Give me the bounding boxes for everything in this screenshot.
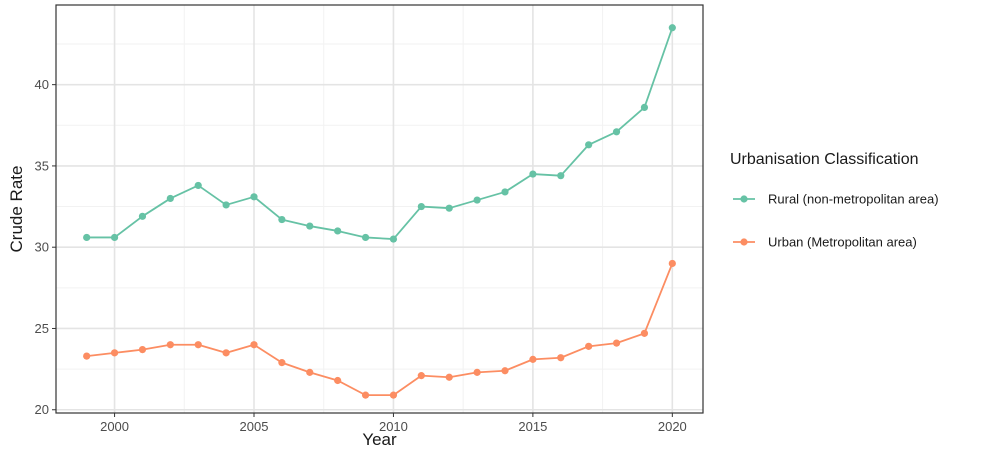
data-point-rural — [529, 170, 537, 178]
data-point-urban — [138, 346, 147, 354]
data-point-urban — [83, 352, 91, 360]
data-point-rural — [361, 233, 370, 242]
data-point-urban — [557, 354, 565, 362]
x-axis-title: Year — [362, 430, 397, 449]
data-point-urban — [445, 373, 453, 381]
series-line-rural — [86, 27, 674, 240]
data-point-rural — [138, 212, 147, 220]
series-line-urban — [86, 263, 674, 397]
series-layer — [83, 24, 676, 399]
data-point-rural — [334, 227, 342, 235]
plot-border — [55, 4, 704, 414]
data-point-urban — [222, 349, 230, 357]
legend: Urbanisation Classification Rural (non-m… — [730, 151, 939, 250]
data-point-urban — [334, 376, 342, 385]
x-tick-label: 2015 — [518, 419, 547, 434]
data-point-rural — [473, 196, 481, 204]
data-point-rural — [445, 204, 453, 212]
x-tick-label: 2020 — [658, 419, 687, 434]
data-point-rural — [110, 233, 119, 242]
data-point-rural — [640, 103, 649, 112]
data-point-urban — [668, 259, 676, 268]
y-tick-label: 30 — [35, 240, 49, 255]
legend-title: Urbanisation Classification — [730, 151, 919, 168]
data-point-urban — [166, 341, 174, 349]
data-point-rural — [194, 181, 202, 190]
x-tick-label: 2005 — [240, 419, 269, 434]
data-point-urban — [529, 355, 537, 363]
y-tick-label: 40 — [35, 77, 49, 92]
data-point-rural — [222, 201, 230, 209]
data-point-rural — [389, 235, 398, 243]
data-point-rural — [250, 193, 258, 201]
legend-key-point-rural — [740, 195, 748, 203]
x-tick-label: 2010 — [379, 419, 408, 434]
legend-label-rural: Rural (non-metropolitan area) — [768, 192, 939, 207]
data-point-urban — [417, 372, 425, 380]
data-point-urban — [389, 391, 398, 399]
data-point-urban — [250, 341, 258, 349]
legend-key-point-urban — [740, 238, 748, 246]
data-point-rural — [83, 233, 91, 242]
data-point-urban — [473, 368, 481, 376]
data-point-rural — [306, 222, 314, 230]
data-point-urban — [194, 341, 202, 349]
data-point-urban — [278, 359, 286, 367]
data-point-rural — [668, 24, 676, 32]
data-point-rural — [557, 172, 565, 180]
data-point-urban — [361, 391, 370, 399]
data-point-urban — [501, 367, 509, 375]
data-point-urban — [640, 329, 649, 337]
legend-label-urban: Urban (Metropolitan area) — [768, 235, 917, 250]
data-point-rural — [501, 188, 509, 196]
data-point-rural — [166, 194, 174, 203]
data-point-urban — [612, 339, 621, 347]
y-axis-title: Crude Rate — [7, 166, 26, 253]
data-point-rural — [585, 141, 593, 149]
x-tick-label: 2000 — [100, 419, 129, 434]
data-point-urban — [306, 368, 314, 376]
data-point-urban — [585, 342, 593, 350]
y-tick-label: 35 — [35, 158, 49, 173]
data-point-rural — [278, 215, 286, 224]
y-tick-label: 25 — [35, 321, 49, 336]
data-point-rural — [417, 202, 425, 211]
y-tick-label: 20 — [35, 402, 49, 417]
data-point-urban — [110, 349, 119, 357]
data-point-rural — [612, 128, 621, 136]
